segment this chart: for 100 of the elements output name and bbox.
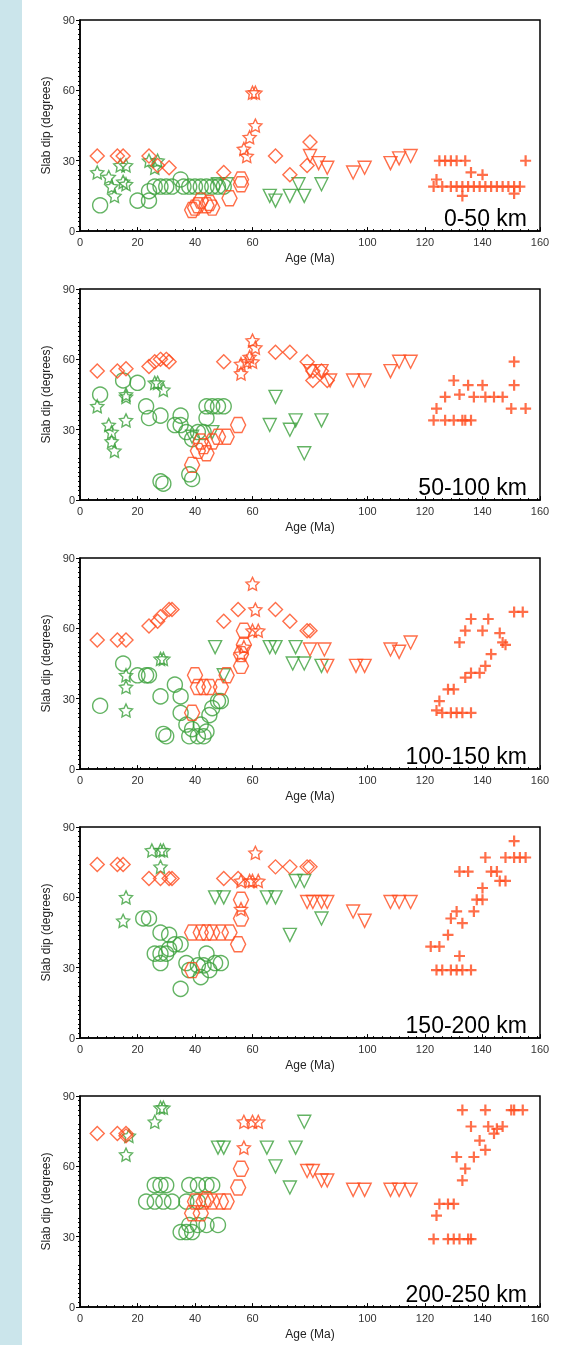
point xyxy=(163,1193,181,1210)
point xyxy=(158,1176,175,1194)
point xyxy=(198,1216,215,1234)
point xyxy=(239,148,254,164)
x-tick-label: 0 xyxy=(76,1311,84,1324)
point xyxy=(455,916,469,930)
point xyxy=(172,936,189,953)
point xyxy=(198,723,215,740)
point xyxy=(198,924,215,941)
point xyxy=(152,407,169,424)
point xyxy=(464,1119,478,1134)
point xyxy=(221,924,238,941)
point xyxy=(89,1125,105,1142)
y-tick-label: 90 xyxy=(62,1090,75,1102)
point xyxy=(242,130,257,145)
point xyxy=(452,949,467,963)
point xyxy=(89,148,105,164)
point xyxy=(204,199,221,216)
y-tick-label: 60 xyxy=(62,891,75,904)
point xyxy=(104,434,119,449)
point xyxy=(447,373,461,388)
point xyxy=(429,402,444,416)
point xyxy=(172,980,189,998)
y-tick-label: 0 xyxy=(68,494,75,507)
x-tick-label: 160 xyxy=(530,235,550,248)
point xyxy=(458,1162,472,1176)
point xyxy=(305,372,321,389)
point xyxy=(160,926,178,944)
point xyxy=(262,639,277,655)
point xyxy=(248,340,263,355)
point xyxy=(288,873,303,889)
point xyxy=(118,890,134,905)
point xyxy=(314,176,329,192)
point xyxy=(464,612,478,626)
point xyxy=(109,148,126,164)
point xyxy=(109,856,126,873)
point xyxy=(91,386,109,403)
point xyxy=(149,613,166,630)
point xyxy=(155,1193,172,1210)
point xyxy=(317,642,332,657)
x-tick-label: 100 xyxy=(358,1042,377,1055)
point xyxy=(245,576,260,591)
point xyxy=(146,1193,163,1210)
point xyxy=(204,1193,221,1210)
y-tick-label: 90 xyxy=(62,283,75,295)
point xyxy=(212,924,230,941)
x-tick-label: 100 xyxy=(358,1311,377,1324)
point xyxy=(175,178,192,195)
point xyxy=(403,894,418,910)
point xyxy=(236,1114,252,1129)
point xyxy=(166,676,184,693)
point xyxy=(207,639,223,655)
point xyxy=(137,398,155,415)
point xyxy=(245,1114,260,1129)
point xyxy=(198,409,215,427)
point xyxy=(267,859,284,875)
point xyxy=(427,413,441,427)
x-tick-label: 120 xyxy=(415,1042,435,1055)
point xyxy=(189,442,207,460)
point xyxy=(461,378,475,392)
x-tick-label: 120 xyxy=(415,773,435,786)
point xyxy=(129,192,146,209)
point xyxy=(450,904,464,919)
point xyxy=(299,157,315,174)
point xyxy=(198,1176,215,1194)
point xyxy=(204,433,221,450)
point xyxy=(91,197,109,214)
point xyxy=(195,728,212,745)
point xyxy=(118,158,134,173)
point xyxy=(178,1193,195,1210)
point xyxy=(183,721,201,738)
y-tick-label: 60 xyxy=(62,353,75,366)
point xyxy=(147,1114,162,1129)
point xyxy=(178,423,195,441)
point xyxy=(172,704,189,721)
point xyxy=(383,642,398,657)
point xyxy=(297,445,312,461)
x-tick-label: 140 xyxy=(473,1311,492,1324)
point xyxy=(232,1160,250,1177)
point xyxy=(181,728,198,745)
point xyxy=(104,424,119,440)
point xyxy=(216,164,232,181)
point xyxy=(198,444,215,462)
point xyxy=(233,356,249,372)
point xyxy=(291,176,306,192)
point xyxy=(183,1223,201,1241)
point xyxy=(114,655,132,672)
point xyxy=(205,424,220,440)
point xyxy=(348,658,364,674)
point xyxy=(201,678,218,696)
point xyxy=(209,1216,227,1234)
point xyxy=(452,635,467,650)
y-tick-label: 60 xyxy=(62,84,75,97)
point xyxy=(129,374,146,392)
point xyxy=(189,1216,207,1234)
x-tick-label: 40 xyxy=(188,773,202,786)
point xyxy=(432,1197,446,1211)
point xyxy=(141,153,157,168)
point xyxy=(152,178,169,195)
point xyxy=(152,688,169,705)
